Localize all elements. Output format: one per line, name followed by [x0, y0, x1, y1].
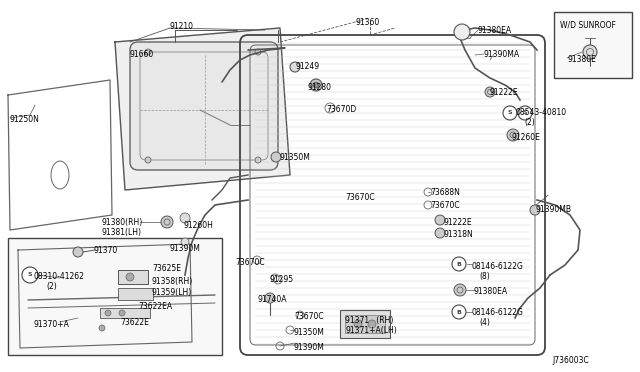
- Circle shape: [485, 87, 495, 97]
- Text: 91318N: 91318N: [443, 230, 473, 239]
- Circle shape: [265, 293, 275, 303]
- Text: 73670D: 73670D: [326, 105, 356, 114]
- Text: B: B: [456, 310, 461, 314]
- Text: W/D SUNROOF: W/D SUNROOF: [560, 20, 616, 29]
- Circle shape: [271, 152, 281, 162]
- Text: 73688N: 73688N: [430, 188, 460, 197]
- Text: 91210: 91210: [170, 22, 194, 31]
- Circle shape: [161, 216, 173, 228]
- Text: (4): (4): [479, 318, 490, 327]
- Bar: [340, 310, 390, 338]
- Circle shape: [180, 213, 190, 223]
- Circle shape: [22, 267, 38, 283]
- Circle shape: [454, 284, 466, 296]
- Circle shape: [73, 247, 83, 257]
- Circle shape: [145, 49, 151, 55]
- Text: 91390M: 91390M: [294, 343, 325, 352]
- Text: 91350M: 91350M: [279, 153, 310, 162]
- Text: 91260E: 91260E: [511, 133, 540, 142]
- Text: 91660: 91660: [130, 50, 154, 59]
- Circle shape: [452, 257, 466, 271]
- Text: 91350M: 91350M: [294, 328, 325, 337]
- Circle shape: [435, 228, 445, 238]
- Circle shape: [454, 24, 470, 40]
- Polygon shape: [115, 28, 290, 190]
- Text: 73670C: 73670C: [430, 201, 460, 210]
- Text: 91359(LH): 91359(LH): [152, 288, 192, 297]
- Text: S: S: [28, 273, 32, 278]
- Text: B: B: [456, 262, 461, 266]
- Bar: [100, 308, 150, 318]
- Bar: [8, 238, 222, 355]
- Text: 08543-40810: 08543-40810: [516, 108, 567, 117]
- Circle shape: [99, 325, 105, 331]
- Text: 73670C: 73670C: [294, 312, 324, 321]
- Circle shape: [313, 82, 319, 88]
- Circle shape: [310, 79, 322, 91]
- Circle shape: [255, 157, 261, 163]
- Circle shape: [583, 45, 597, 59]
- Bar: [345, 315, 385, 333]
- Text: 91380(RH): 91380(RH): [102, 218, 143, 227]
- Text: 91280: 91280: [307, 83, 331, 92]
- Text: 08310-41262: 08310-41262: [34, 272, 85, 281]
- Text: J736003C: J736003C: [552, 356, 589, 365]
- Text: 08146-6122G: 08146-6122G: [472, 262, 524, 271]
- Circle shape: [255, 49, 261, 55]
- Text: 08146-6122G: 08146-6122G: [472, 308, 524, 317]
- Text: 91371+A(LH): 91371+A(LH): [345, 326, 397, 335]
- Circle shape: [126, 273, 134, 281]
- Text: 91390M: 91390M: [169, 244, 200, 253]
- Text: 73625E: 73625E: [152, 264, 181, 273]
- Bar: [118, 288, 153, 300]
- Circle shape: [145, 157, 151, 163]
- Text: 73622E: 73622E: [120, 318, 149, 327]
- Text: 91380EA: 91380EA: [474, 287, 508, 296]
- Circle shape: [119, 310, 125, 316]
- Circle shape: [530, 205, 540, 215]
- Text: 91740A: 91740A: [258, 295, 287, 304]
- Circle shape: [354, 320, 362, 328]
- Text: 91249: 91249: [296, 62, 320, 71]
- Bar: [554, 12, 632, 78]
- Circle shape: [503, 106, 517, 120]
- Text: 91370+A: 91370+A: [34, 320, 70, 329]
- Circle shape: [181, 238, 189, 246]
- Text: 91380EA: 91380EA: [477, 26, 511, 35]
- Text: 91250N: 91250N: [10, 115, 40, 124]
- Text: 91222E: 91222E: [490, 88, 518, 97]
- FancyBboxPatch shape: [130, 42, 278, 170]
- Text: 91380E: 91380E: [567, 55, 596, 64]
- Text: 91371   (RH): 91371 (RH): [345, 316, 394, 325]
- Text: 91358(RH): 91358(RH): [152, 277, 193, 286]
- Text: (8): (8): [479, 272, 490, 281]
- Text: 91295: 91295: [270, 275, 294, 284]
- Circle shape: [368, 320, 376, 328]
- Text: S: S: [508, 110, 512, 115]
- Text: (2): (2): [46, 282, 57, 291]
- Circle shape: [518, 106, 532, 120]
- Bar: [118, 270, 148, 284]
- Text: 91370: 91370: [93, 246, 117, 255]
- Text: 91390MB: 91390MB: [536, 205, 572, 214]
- Text: 73670C: 73670C: [345, 193, 374, 202]
- Circle shape: [105, 310, 111, 316]
- Circle shape: [507, 129, 519, 141]
- Text: 91260H: 91260H: [183, 221, 213, 230]
- Circle shape: [290, 62, 300, 72]
- Text: (2): (2): [524, 118, 535, 127]
- Text: 91381(LH): 91381(LH): [102, 228, 142, 237]
- Text: 91222E: 91222E: [443, 218, 472, 227]
- Text: S: S: [523, 110, 527, 115]
- Text: 73670C: 73670C: [235, 258, 264, 267]
- Text: 73622EA: 73622EA: [138, 302, 172, 311]
- Text: 91360: 91360: [356, 18, 380, 27]
- Circle shape: [435, 215, 445, 225]
- Circle shape: [452, 305, 466, 319]
- Text: 91390MA: 91390MA: [483, 50, 519, 59]
